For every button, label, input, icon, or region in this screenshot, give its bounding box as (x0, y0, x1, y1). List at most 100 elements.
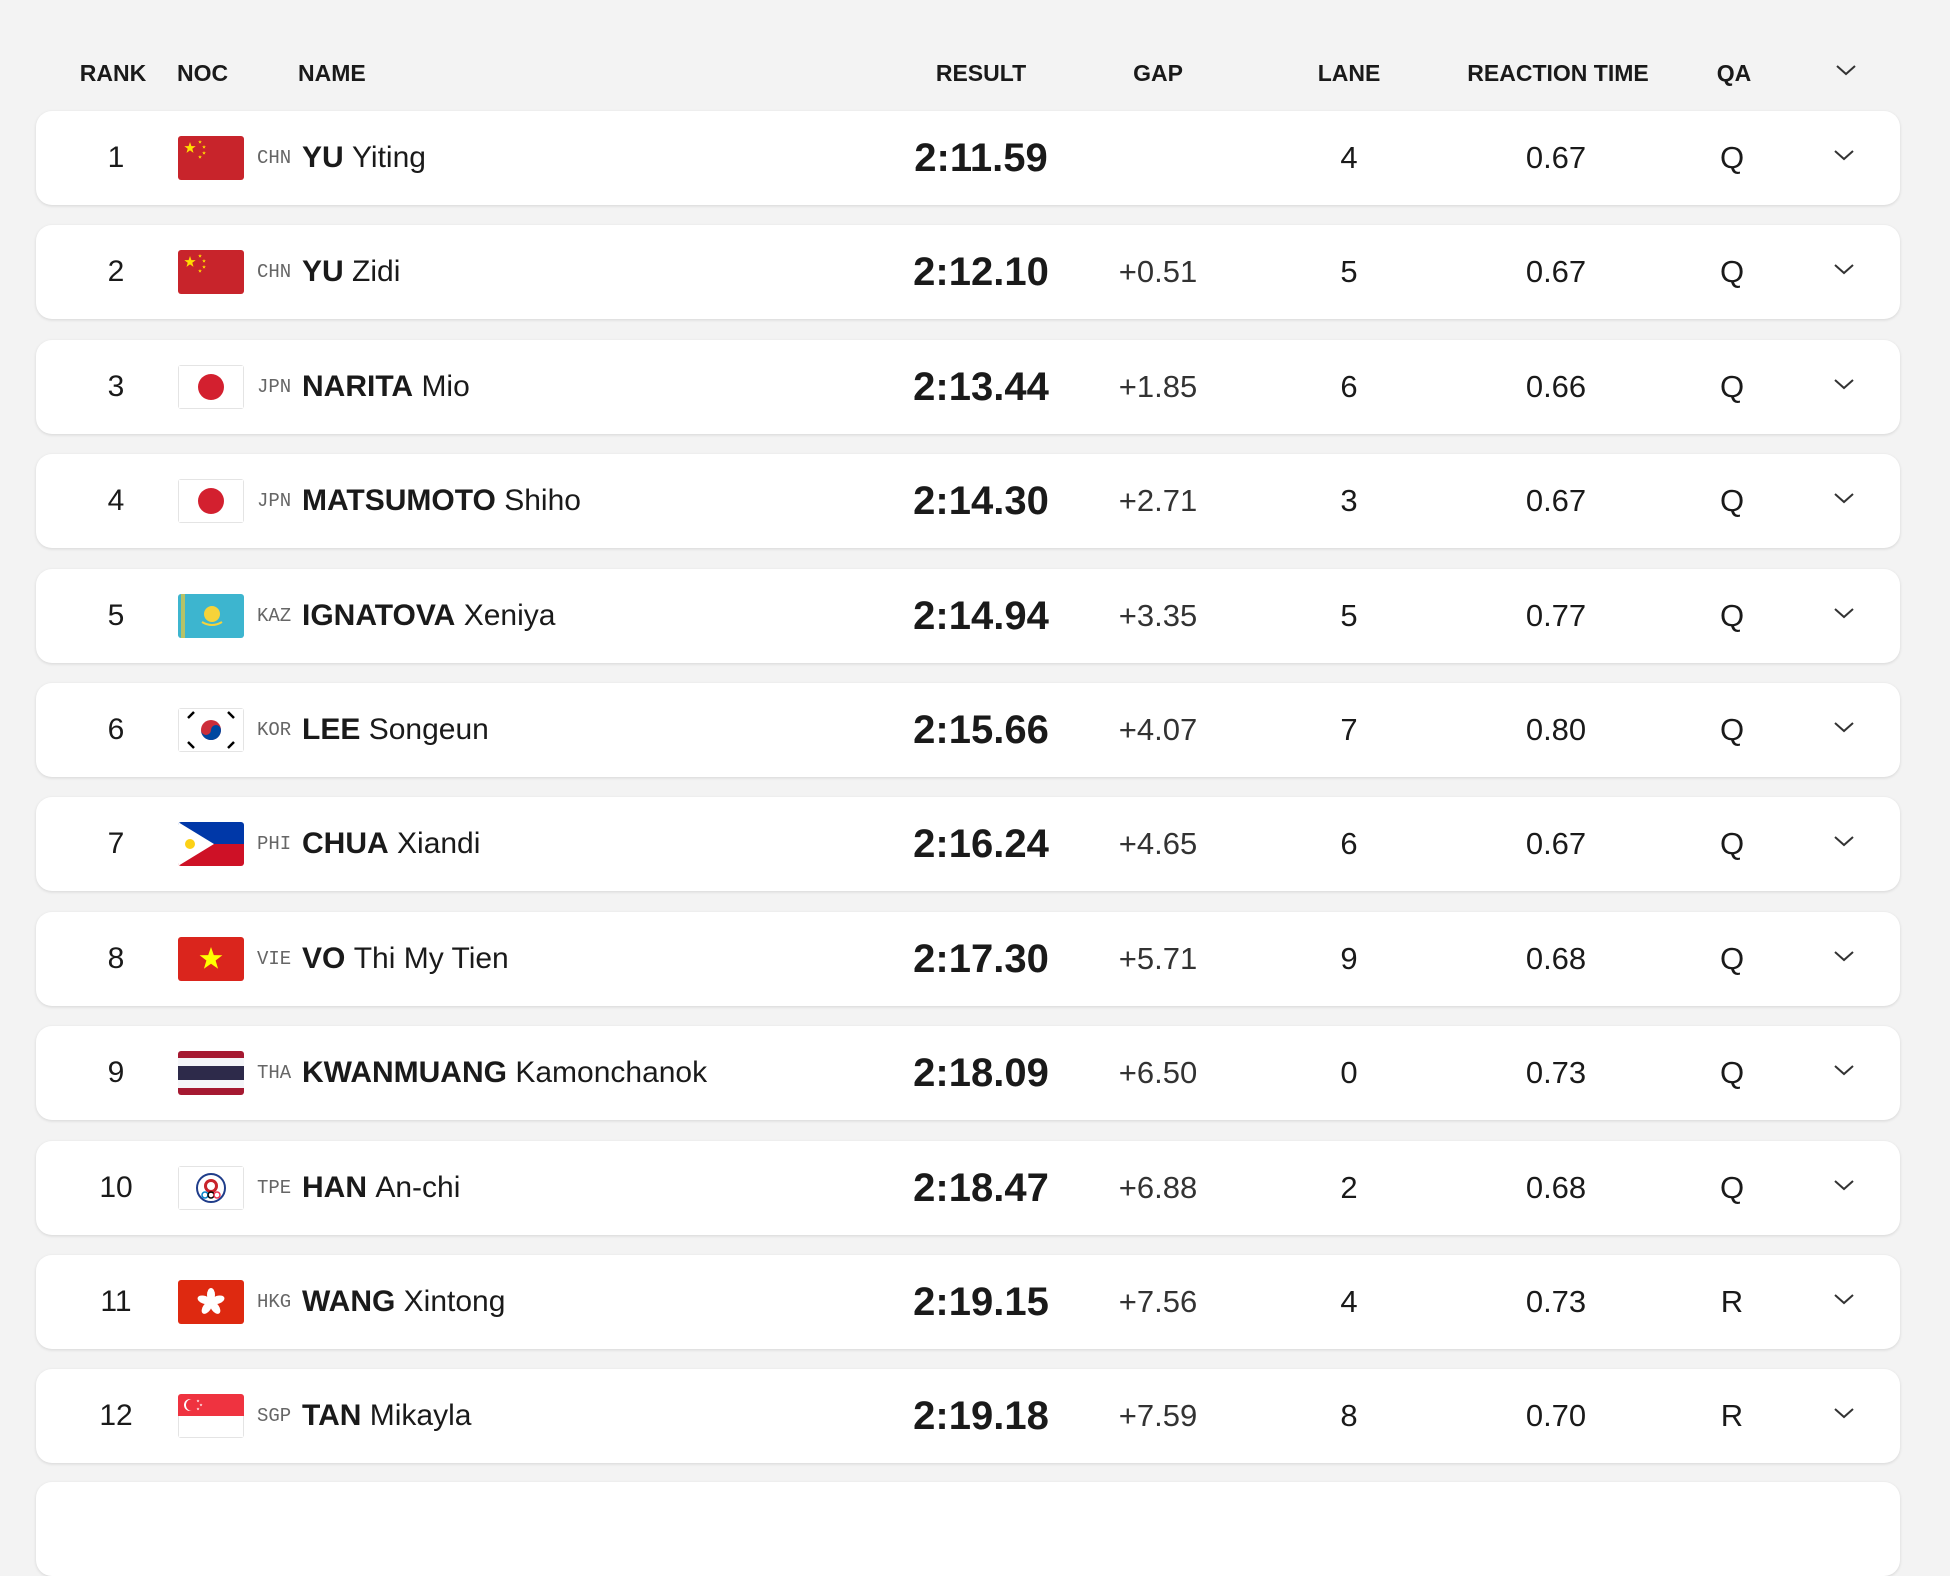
header-noc: NOC (177, 60, 229, 86)
surname: VO (302, 941, 346, 975)
expand-chevron[interactable] (1832, 1062, 1856, 1078)
reaction-time: 0.67 (1525, 826, 1587, 862)
given-name: Mikayla (369, 1399, 472, 1433)
expand-chevron[interactable] (1832, 719, 1856, 735)
reaction-time: 0.66 (1525, 368, 1587, 404)
result-row: 3 JPN NARITA Mio 2:13.44 +1.85 6 0.66 Q (36, 339, 1900, 434)
flag-icon (178, 708, 244, 752)
flag (178, 454, 244, 548)
rank: 9 (107, 1056, 125, 1090)
qa: Q (1719, 712, 1745, 747)
result-row: 11 HKG WANG Xintong 2:19.15 +7.56 4 0.73 R (36, 1255, 1900, 1349)
expand-chevron[interactable] (1832, 605, 1856, 621)
athlete-name: YU Yiting (302, 111, 426, 205)
noc-code: HKG (257, 1291, 292, 1313)
surname: YU (302, 255, 344, 289)
given-name: Xeniya (463, 598, 556, 632)
flag (178, 683, 244, 777)
noc-code: JPN (257, 375, 292, 398)
gap: +1.85 (1118, 368, 1198, 404)
reaction-time: 0.77 (1525, 597, 1587, 633)
gap: +5.71 (1118, 940, 1198, 976)
reaction-time: 0.68 (1525, 1169, 1587, 1205)
expand-chevron[interactable] (1832, 1405, 1856, 1421)
noc-code: CHN (257, 147, 292, 169)
gap: +4.65 (1118, 826, 1198, 862)
flag (178, 1026, 244, 1120)
flag (178, 225, 244, 319)
given-name: Yiting (352, 141, 426, 174)
athlete-name: KWANMUANG Kamonchanok (302, 1026, 707, 1120)
rank: 4 (107, 484, 125, 518)
expand-chevron[interactable] (1832, 147, 1856, 163)
result: 2:14.94 (913, 593, 1049, 638)
qa: Q (1719, 940, 1745, 976)
flag (178, 1369, 244, 1463)
noc-code: TPE (257, 1176, 292, 1199)
lane: 2 (1340, 1169, 1358, 1205)
flag (178, 569, 244, 663)
noc-code: KOR (257, 719, 292, 741)
given-name: Songeun (368, 713, 489, 746)
result-row: 7 PHI CHUA Xiandi 2:16.24 +4.65 6 0.67 Q (36, 797, 1900, 892)
flag-icon (178, 364, 244, 409)
flag (178, 111, 244, 205)
reaction-time: 0.80 (1525, 712, 1587, 747)
noc-code: SGP (257, 1405, 292, 1428)
result: 2:17.30 (913, 936, 1049, 981)
lane: 3 (1340, 483, 1358, 519)
expand-chevron[interactable] (1832, 948, 1856, 964)
qa: Q (1719, 140, 1745, 175)
reaction-time: 0.70 (1525, 1398, 1587, 1434)
given-name: An-chi (375, 1170, 461, 1204)
flag-icon (178, 1051, 244, 1096)
flag-icon (178, 136, 244, 180)
expand-chevron[interactable] (1832, 376, 1856, 392)
gap: +7.59 (1118, 1398, 1198, 1434)
rank: 5 (107, 598, 125, 632)
surname: LEE (302, 713, 361, 746)
lane: 6 (1340, 826, 1358, 862)
noc-code: VIE (257, 947, 292, 970)
result-row: 4 JPN MATSUMOTO Shiho 2:14.30 +2.71 3 0.67 Q (36, 454, 1900, 549)
given-name: Xintong (403, 1285, 506, 1318)
given-name: Thi My Tien (353, 941, 509, 975)
reaction-time: 0.73 (1525, 1284, 1587, 1319)
row-partial (36, 1482, 1900, 1576)
flag-icon (178, 250, 244, 295)
header-lane: LANE (1317, 60, 1381, 86)
surname: KWANMUANG (302, 1056, 507, 1090)
flag (178, 912, 244, 1006)
result-row: 2 CHN YU Zidi 2:12.10 +0.51 5 0.67 Q (36, 225, 1900, 320)
result-row: 1 CHN YU Yiting 2:11.59 4 0.67 Q (36, 111, 1900, 205)
expand-chevron[interactable] (1832, 490, 1856, 506)
flag (178, 797, 244, 891)
given-name: Zidi (352, 255, 401, 289)
qa: Q (1719, 1169, 1745, 1205)
result-row: 10 TPE HAN An-chi 2:18.47 +6.88 2 0.68 Q (36, 1140, 1900, 1235)
qa: Q (1719, 1055, 1745, 1091)
result: 2:14.30 (913, 479, 1049, 524)
result-row: 9 THA KWANMUANG Kamonchanok 2:18.09 +6.50 0 0.… (36, 1026, 1900, 1121)
flag-icon (178, 822, 244, 867)
lane: 9 (1340, 940, 1358, 976)
reaction-time: 0.67 (1525, 140, 1587, 175)
result: 2:13.44 (913, 364, 1049, 409)
athlete-name: WANG Xintong (302, 1255, 505, 1349)
rank: 7 (107, 827, 125, 861)
expand-chevron[interactable] (1832, 833, 1856, 849)
qa: Q (1719, 826, 1745, 862)
gap: +3.35 (1118, 597, 1198, 633)
lane: 8 (1340, 1398, 1358, 1434)
given-name: Xiandi (397, 827, 481, 861)
result: 2:19.15 (913, 1280, 1049, 1324)
result-row: 8 VIE VO Thi My Tien 2:17.30 +5.71 9 0.68 Q (36, 911, 1900, 1006)
lane: 4 (1340, 1284, 1358, 1319)
expand-chevron[interactable] (1832, 261, 1856, 277)
expand-chevron[interactable] (1832, 1177, 1856, 1193)
given-name: Shiho (504, 484, 581, 518)
noc-code: CHN (257, 261, 292, 284)
header-chevron[interactable] (1834, 62, 1858, 78)
expand-chevron[interactable] (1832, 1291, 1856, 1307)
flag-icon (178, 593, 244, 638)
